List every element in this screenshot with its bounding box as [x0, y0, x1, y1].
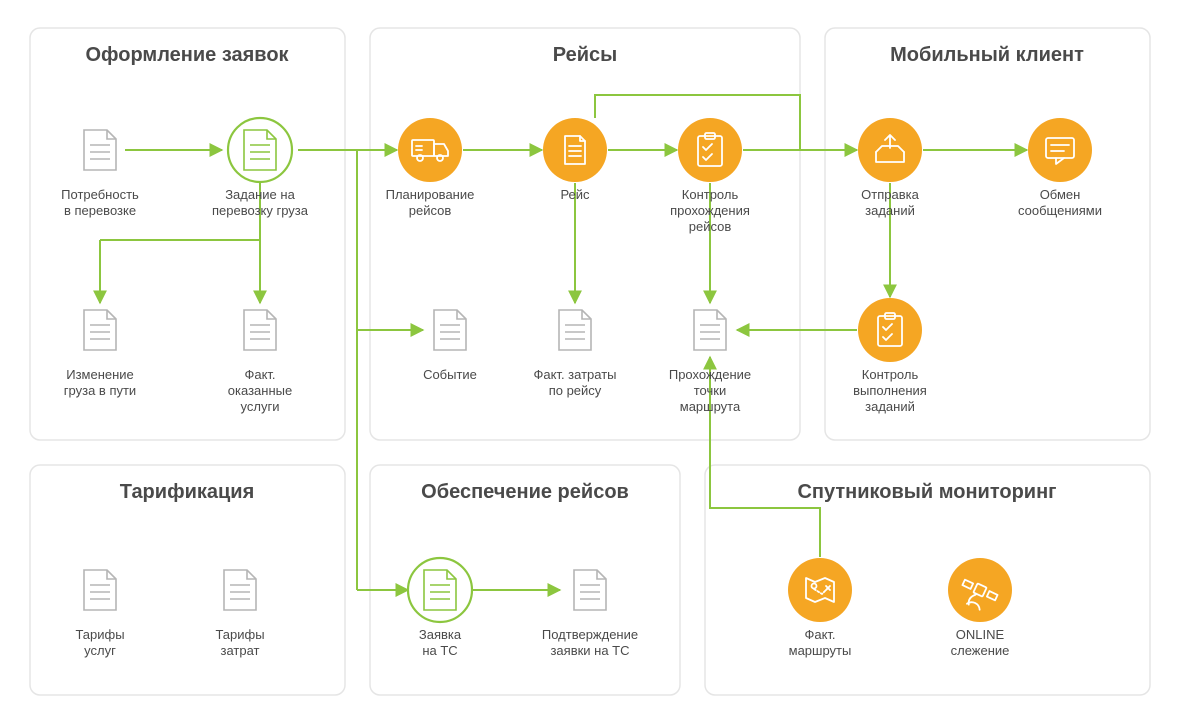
orange-node — [398, 118, 462, 182]
document-icon — [84, 570, 116, 610]
panel-title: Обеспечение рейсов — [375, 481, 675, 504]
orange-node — [678, 118, 742, 182]
node-label: Контроль выполнения заданий — [810, 367, 970, 415]
node-label: Контроль прохождения рейсов — [630, 187, 790, 235]
orange-node — [543, 118, 607, 182]
node-label: Прохождение точки маршрута — [630, 367, 790, 415]
document-icon — [84, 130, 116, 170]
node-label: ONLINE слежение — [900, 627, 1060, 659]
orange-node — [1028, 118, 1092, 182]
orange-node — [858, 298, 922, 362]
diagram-canvas — [0, 0, 1179, 723]
orange-node — [788, 558, 852, 622]
document-icon — [424, 570, 456, 610]
panel-title: Спутниковый мониторинг — [777, 481, 1077, 504]
node-label: Заявка на ТС — [360, 627, 520, 659]
node-label: Тарифы услуг — [20, 627, 180, 659]
node-label: Изменение груза в пути — [20, 367, 180, 399]
panel-title: Мобильный клиент — [837, 44, 1137, 67]
node-label: Обмен сообщениями — [980, 187, 1140, 219]
document-icon — [694, 310, 726, 350]
node-label: Факт. оказанные услуги — [180, 367, 340, 415]
node-label: Задание на перевозку груза — [180, 187, 340, 219]
orange-node — [948, 558, 1012, 622]
orange-node — [858, 118, 922, 182]
panel-title: Тарификация — [37, 481, 337, 504]
node-label: Потребность в перевозке — [20, 187, 180, 219]
document-icon — [559, 310, 591, 350]
document-icon — [244, 310, 276, 350]
panel-title: Рейсы — [435, 44, 735, 67]
panel-title: Оформление заявок — [37, 44, 337, 67]
node-label: Отправка заданий — [810, 187, 970, 219]
document-icon — [434, 310, 466, 350]
node-label: Подтверждение заявки на ТС — [510, 627, 670, 659]
document-icon — [574, 570, 606, 610]
document-icon — [84, 310, 116, 350]
node-label: Тарифы затрат — [160, 627, 320, 659]
node-label: Факт. маршруты — [740, 627, 900, 659]
document-icon — [244, 130, 276, 170]
node-label: Планирование рейсов — [350, 187, 510, 219]
document-icon — [224, 570, 256, 610]
